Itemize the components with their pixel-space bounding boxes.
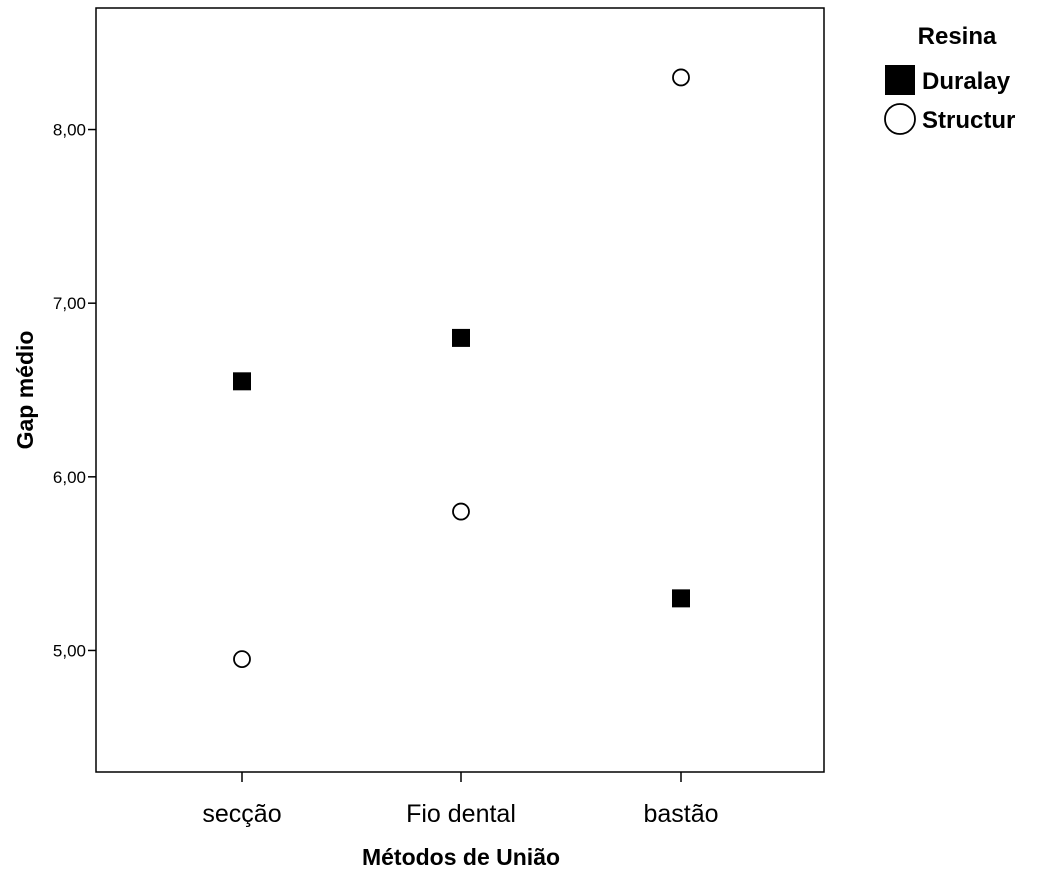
structur-point (672, 68, 690, 87)
data-markers (233, 68, 690, 669)
duralay-point (452, 328, 470, 347)
x-axis-title: Métodos de União (362, 844, 560, 870)
y-axis: 5,00 6,00 7,00 8,00 (53, 121, 96, 660)
x-tick-label: Fio dental (406, 800, 516, 828)
legend-swatch-duralay (885, 65, 915, 95)
legend-label: Duralay (922, 68, 1011, 95)
legend-swatch-structur (884, 103, 916, 135)
y-tick-label: 6,00 (53, 468, 86, 487)
y-axis-title: Gap médio (12, 331, 38, 450)
y-tick-label: 5,00 (53, 641, 86, 660)
legend-title: Resina (918, 23, 997, 50)
duralay-point (233, 372, 251, 391)
y-tick-label: 8,00 (53, 121, 86, 140)
legend-label: Structur (922, 107, 1015, 134)
x-axis: secção Fio dental bastão (202, 772, 719, 828)
plot-frame (95, 7, 825, 773)
y-tick-label: 7,00 (53, 294, 86, 313)
x-tick-label: bastão (643, 800, 718, 828)
duralay-point (672, 589, 690, 608)
structur-point (233, 650, 251, 669)
x-tick-label: secção (202, 800, 281, 828)
legend: Resina Duralay Structur (884, 23, 1015, 135)
structur-point (452, 502, 470, 521)
